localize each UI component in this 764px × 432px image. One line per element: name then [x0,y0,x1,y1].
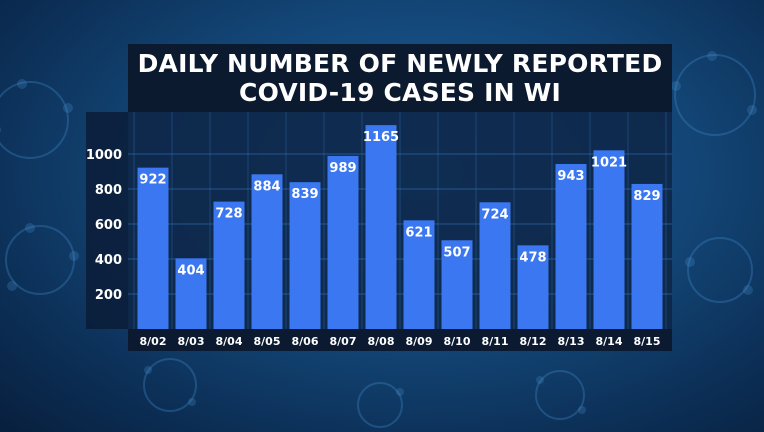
data-label-8/10: 507 [443,245,470,260]
x-tick-label-1: 8/03 [178,335,205,348]
bar-8/10 [441,240,473,329]
bar-8/13 [555,163,587,329]
x-tick-label-11: 8/13 [558,335,585,348]
x-tick-label-3: 8/05 [254,335,281,348]
bar-8/14 [593,150,625,329]
y-axis-panel [86,112,128,329]
x-tick-label-0: 8/02 [140,335,167,348]
bar-8/05 [251,174,283,329]
data-labels: 922 404 728 884 839 989 1165 621 507 724 478 943 102… [139,130,660,278]
data-label-8/06: 839 [291,187,318,202]
x-tick-label-9: 8/11 [482,335,509,348]
x-tick-label-5: 8/07 [330,335,357,348]
x-axis-panel [128,329,672,351]
chart-title-banner: DAILY NUMBER OF NEWLY REPORTED COVID-19 … [128,44,672,112]
data-label-8/14: 1021 [591,155,627,170]
y-tick-label-2: 600 [95,218,122,233]
gridlines [128,112,672,329]
chart-title-line-2: COVID-19 CASES IN WI [239,78,561,107]
y-axis-ticks: 200 400 600 800 1000 [86,148,122,303]
data-label-8/13: 943 [557,169,584,184]
bar-8/08 [365,125,397,329]
data-label-8/15: 829 [633,189,660,204]
x-axis-ticks: 8/02 8/03 8/04 8/05 8/06 8/07 8/08 8/09 8/10 8/11… [140,335,661,348]
bar-8/12 [517,245,549,329]
x-tick-label-12: 8/14 [596,335,623,348]
x-tick-label-2: 8/04 [216,335,243,348]
bar-8/06 [289,182,321,329]
data-label-8/07: 989 [329,161,356,176]
data-label-8/09: 621 [405,225,432,240]
bar-8/02 [137,167,169,329]
data-label-8/04: 728 [215,207,242,222]
x-tick-label-13: 8/15 [634,335,661,348]
bar-8/03 [175,258,207,329]
x-tick-label-6: 8/08 [368,335,395,348]
chart-title-line-1: DAILY NUMBER OF NEWLY REPORTED [137,49,663,78]
x-tick-label-4: 8/06 [292,335,319,348]
y-tick-label-3: 800 [95,183,122,198]
data-label-8/05: 884 [253,179,280,194]
x-tick-label-10: 8/12 [520,335,547,348]
bar-8/15 [631,183,663,329]
bar-8/07 [327,155,359,329]
bar-8/04 [213,201,245,329]
data-label-8/02: 922 [139,173,166,188]
x-tick-label-7: 8/09 [406,335,433,348]
data-label-8/08: 1165 [363,130,399,145]
data-label-8/03: 404 [177,263,204,278]
y-tick-label-1: 400 [95,253,122,268]
bar-8/09 [403,220,435,329]
bar-8/11 [479,202,511,329]
y-tick-label-0: 200 [95,288,122,303]
data-label-8/12: 478 [519,250,546,265]
y-tick-label-4: 1000 [86,148,122,163]
bar-series [137,125,663,329]
data-label-8/11: 724 [481,207,508,222]
x-tick-label-8: 8/10 [444,335,471,348]
